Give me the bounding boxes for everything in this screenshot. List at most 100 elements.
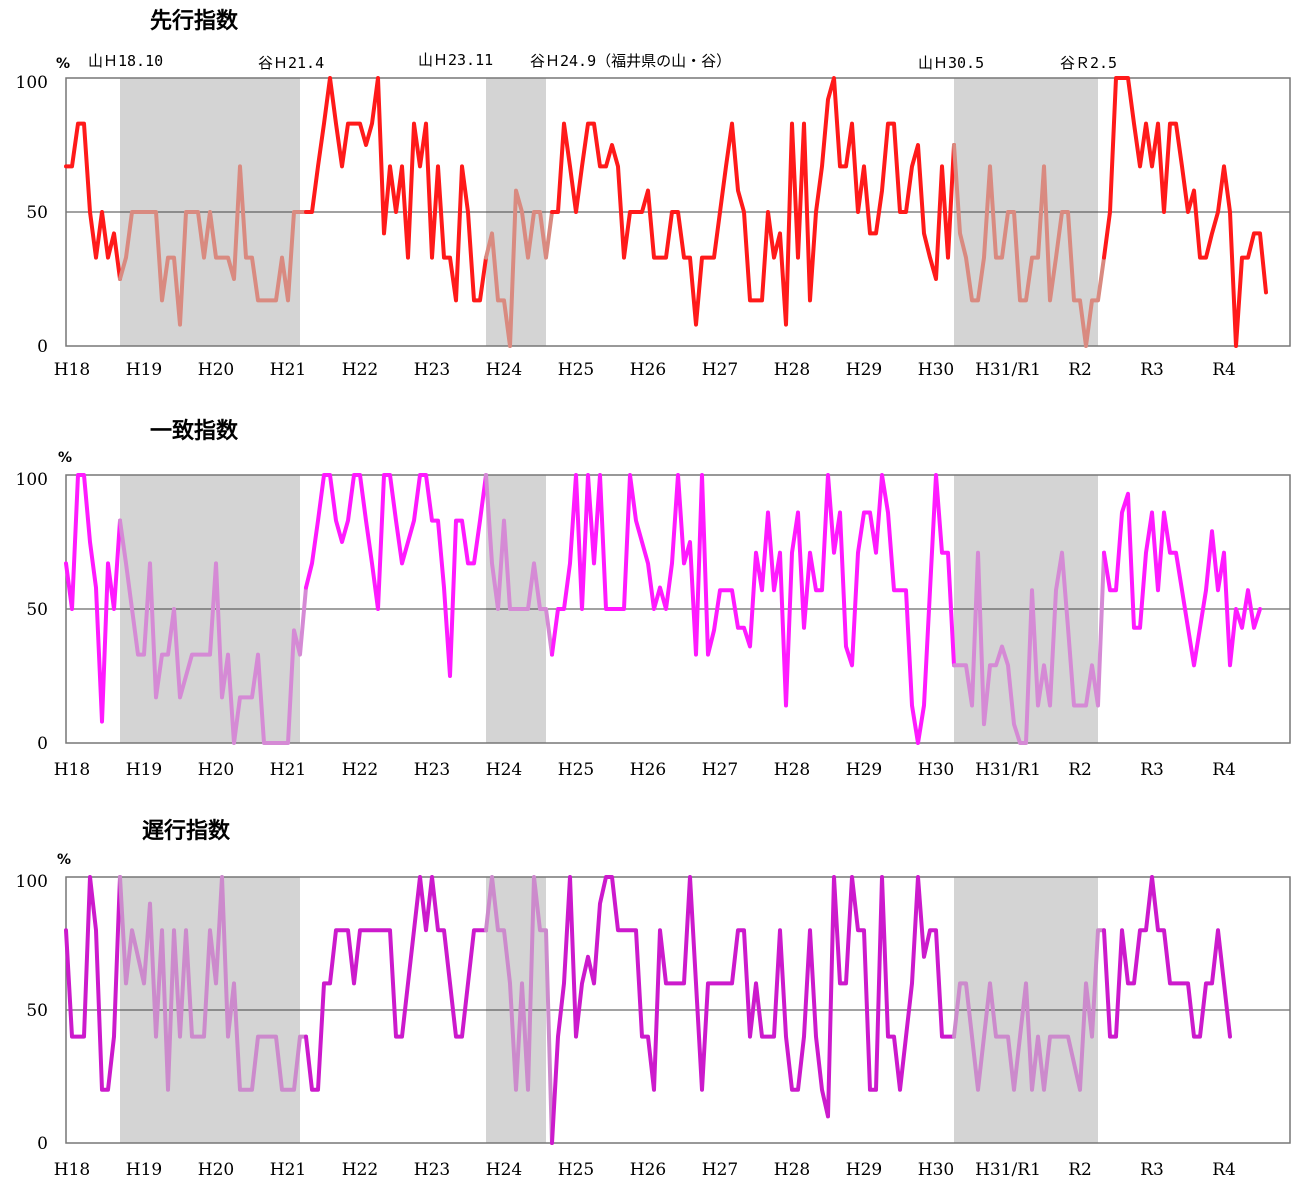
x-tick-label: R3 — [1140, 360, 1164, 380]
series-segment-1 — [64, 875, 122, 1092]
x-tick-label: H24 — [486, 760, 522, 780]
x-tick-label: H25 — [558, 1160, 594, 1180]
plot-frame — [65, 876, 1291, 1144]
series-segment-7 — [1102, 875, 1232, 1039]
x-tick-label: H22 — [342, 1160, 378, 1180]
y-tick-50: 50 — [26, 1001, 48, 1021]
y-unit-label: % — [56, 56, 70, 72]
series-segment-2 — [118, 875, 308, 1092]
x-tick-labels: H18 H19 H20 H21 H22 H23 H24 H25 H26 H27 H28 H29 H30 H… — [54, 1160, 1236, 1180]
x-tick-label: R3 — [1140, 1160, 1164, 1180]
x-tick-label: H23 — [414, 1160, 450, 1180]
series-segment-5 — [550, 76, 956, 327]
series-segment-6 — [952, 550, 1106, 745]
x-tick-label: R2 — [1068, 760, 1092, 780]
x-tick-label: H20 — [198, 760, 234, 780]
chart-title: 先行指数 — [150, 8, 239, 34]
x-tick-label: H27 — [702, 760, 738, 780]
x-tick-label: H22 — [342, 360, 378, 380]
x-tick-label: H24 — [486, 1160, 522, 1180]
x-tick-label: H23 — [414, 360, 450, 380]
annotation-peak-h18-10: 山Ｈ18.10 — [88, 52, 163, 70]
x-tick-label: R3 — [1140, 760, 1164, 780]
x-tick-label: H26 — [630, 760, 666, 780]
chart-title: 一致指数 — [150, 418, 239, 444]
series-segment-5 — [550, 473, 956, 745]
x-tick-label: H18 — [54, 760, 90, 780]
x-tick-label: H28 — [774, 760, 810, 780]
y-tick-100: 100 — [16, 470, 48, 490]
series-segment-3 — [304, 76, 488, 303]
x-tick-labels: H18 H19 H20 H21 H22 H23 H24 H25 H26 H27 H28 H29 H30 H… — [54, 760, 1236, 780]
x-tick-label: H28 — [774, 1160, 810, 1180]
x-tick-label: H23 — [414, 760, 450, 780]
x-tick-label: H29 — [846, 1160, 882, 1180]
x-tick-label: R4 — [1212, 760, 1236, 780]
x-tick-label: H31/R1 — [975, 360, 1041, 380]
series-segment-6 — [952, 928, 1106, 1092]
x-tick-label: H25 — [558, 760, 594, 780]
peak-trough-annotations: 山Ｈ18.10 谷Ｈ21.4 山Ｈ23.11 谷Ｈ24.9（福井県の山・谷） 山… — [88, 51, 1117, 72]
x-tick-label: H26 — [630, 1160, 666, 1180]
data-line — [64, 875, 1232, 1145]
annotation-trough-h21-4: 谷Ｈ21.4 — [258, 54, 324, 72]
leading-index-chart: 先行指数 % 山Ｈ18.10 谷Ｈ21.4 山Ｈ23.11 谷Ｈ24.9（福井県… — [16, 8, 1291, 380]
x-tick-label: R2 — [1068, 1160, 1092, 1180]
x-tick-label: H21 — [270, 760, 306, 780]
lagging-index-chart: 遅行指数 % 100 50 0 H18 H19 H20 H21 H22 H23 H24 H25… — [16, 818, 1291, 1180]
y-unit-label: % — [57, 852, 71, 868]
series-segment-6 — [952, 143, 1106, 348]
x-tick-label: H20 — [198, 1160, 234, 1180]
x-tick-label: H18 — [54, 360, 90, 380]
x-tick-label: H19 — [126, 760, 162, 780]
chart-title: 遅行指数 — [142, 818, 231, 844]
x-tick-labels: H18 H19 H20 H21 H22 H23 H24 H25 H26 H27 H28 H29 H30 H… — [54, 360, 1236, 380]
x-tick-label: H22 — [342, 760, 378, 780]
series-segment-2 — [118, 164, 308, 327]
x-tick-label: H19 — [126, 360, 162, 380]
x-tick-label: H29 — [846, 760, 882, 780]
x-tick-label: H30 — [918, 360, 954, 380]
y-tick-100: 100 — [16, 872, 48, 892]
y-unit-label: % — [58, 450, 72, 466]
series-segment-4 — [484, 473, 554, 657]
y-tick-0: 0 — [37, 1134, 48, 1154]
series-segment-7 — [1102, 76, 1268, 348]
x-tick-label: H19 — [126, 1160, 162, 1180]
series-segment-3 — [304, 875, 488, 1092]
data-line — [64, 76, 1268, 348]
x-tick-label: R2 — [1068, 360, 1092, 380]
annotation-trough-h24-9: 谷Ｈ24.9（福井県の山・谷） — [530, 52, 731, 70]
series-segment-1 — [64, 121, 122, 281]
series-segment-1 — [64, 473, 122, 724]
plot-frame — [65, 77, 1291, 347]
y-tick-0: 0 — [37, 337, 48, 357]
series-segment-7 — [1102, 491, 1262, 668]
annotation-trough-r2-5: 谷Ｒ2.5 — [1060, 54, 1117, 72]
y-tick-50: 50 — [26, 600, 48, 620]
x-tick-label: H24 — [486, 360, 522, 380]
series-segment-2 — [118, 518, 308, 745]
x-tick-label: H31/R1 — [975, 1160, 1041, 1180]
x-tick-label: H27 — [702, 1160, 738, 1180]
y-tick-0: 0 — [37, 734, 48, 754]
annotation-peak-h23-11: 山Ｈ23.11 — [418, 51, 493, 69]
x-tick-label: H25 — [558, 360, 594, 380]
x-tick-label: H21 — [270, 360, 306, 380]
coincident-index-chart: 一致指数 % 100 50 0 H18 H19 H20 H21 H22 H23 H24 H25… — [16, 418, 1291, 780]
x-tick-label: H30 — [918, 1160, 954, 1180]
series-segment-3 — [304, 473, 488, 678]
y-tick-100: 100 — [16, 73, 48, 93]
series-segment-4 — [484, 875, 554, 1145]
x-tick-label: R4 — [1212, 360, 1236, 380]
x-tick-label: H31/R1 — [975, 760, 1041, 780]
x-tick-label: H26 — [630, 360, 666, 380]
x-tick-label: H21 — [270, 1160, 306, 1180]
x-tick-label: H27 — [702, 360, 738, 380]
x-tick-label: H28 — [774, 360, 810, 380]
x-tick-label: H18 — [54, 1160, 90, 1180]
x-tick-label: H20 — [198, 360, 234, 380]
data-line — [64, 473, 1262, 745]
series-segment-5 — [550, 875, 956, 1145]
